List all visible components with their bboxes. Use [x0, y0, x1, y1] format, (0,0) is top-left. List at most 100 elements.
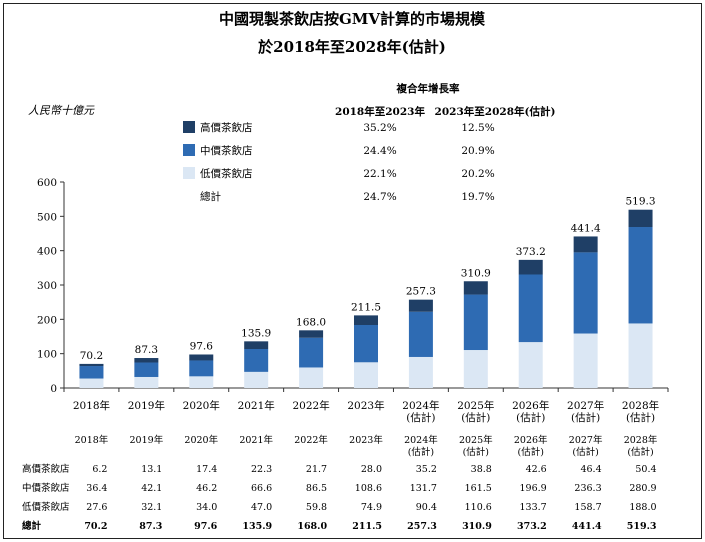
unit-label: 人民幣十億元 [28, 104, 95, 117]
table-header-cell: (估計) [408, 446, 434, 458]
bar-total-label: 70.2 [80, 350, 103, 362]
bar-segment-low [134, 376, 159, 388]
legend: 高價茶飲店 35.2% 12.5% 中價茶飲店 24.4% 20.9% 低價茶飲店 22.1%… [183, 121, 495, 203]
x-tick-label: 2027年 [567, 399, 604, 412]
table-cell: 59.8 [306, 502, 327, 513]
table-cell: 110.6 [465, 502, 492, 513]
bar-total-label: 168.0 [296, 316, 326, 328]
figure-border [3, 3, 702, 539]
table-cell: 236.3 [574, 483, 601, 494]
bar-total-label: 135.9 [241, 327, 271, 339]
table-cell: 133.7 [520, 502, 547, 513]
bar-segment-high [354, 315, 378, 325]
x-tick-label: 2023年 [347, 399, 384, 412]
bar-segment-mid [573, 252, 598, 334]
table-header-cell: 2019年 [130, 434, 164, 446]
table-cell: 28.0 [361, 464, 382, 475]
table-header-cell: 2024年 [404, 434, 438, 446]
table-header-cell: (估計) [627, 446, 653, 458]
legend-label: 總計 [200, 190, 221, 203]
bars: 70.2 87.3 97.6 135.9 168.0 211.5 257.3 310.9 373… [79, 196, 656, 388]
table-cell: 97.6 [194, 521, 218, 532]
table-cell: 280.9 [629, 483, 656, 494]
table-header-cell: 2018年 [75, 434, 109, 446]
table-header-cell: (估計) [572, 446, 598, 458]
x-tick-label: 2024年 [402, 399, 439, 412]
y-tick-label: 600 [37, 177, 57, 189]
table-cell: 161.5 [465, 483, 492, 494]
bar-segment-low [408, 356, 433, 388]
bar-segment-mid [79, 366, 104, 379]
cagr-value: 20.9% [461, 145, 494, 157]
table-header-cell: (估計) [463, 446, 489, 458]
table-cell: 158.7 [574, 502, 601, 513]
x-tick-label: 2021年 [238, 399, 275, 412]
x-tick-label: (估計) [626, 411, 655, 424]
table-cell: 196.9 [520, 483, 547, 494]
x-tick-label: 2025年 [457, 399, 494, 412]
cagr-value: 22.1% [363, 168, 396, 180]
table-cell: 168.0 [297, 521, 327, 532]
table-cell: 42.1 [141, 483, 162, 494]
x-tick-label: 2026年 [512, 399, 549, 412]
bar-segment-high [134, 358, 159, 363]
bar-segment-mid [408, 311, 433, 357]
table-header-cell: 2020年 [184, 434, 218, 446]
bar-segment-mid [628, 227, 653, 324]
x-tick-label: 2019年 [128, 399, 165, 412]
cagr-value: 24.4% [363, 145, 396, 157]
table-cell: 87.3 [139, 521, 162, 532]
bar-total-label: 87.3 [135, 344, 158, 356]
bar-segment-mid [299, 337, 324, 368]
table-cell: 108.6 [355, 483, 382, 494]
table-cell: 46.2 [196, 483, 217, 494]
x-tick-label: 2022年 [292, 399, 329, 412]
bar-segment-high [628, 209, 653, 228]
y-tick-label: 500 [37, 211, 57, 223]
bar-total-label: 310.9 [461, 267, 491, 279]
bar-segment-low [573, 333, 598, 388]
y-tick-label: 400 [37, 246, 57, 258]
table-header-cell: 2025年 [459, 434, 493, 446]
table-cell: 17.4 [196, 464, 217, 475]
table-cell: 74.9 [361, 502, 382, 513]
bar-segment-mid [189, 360, 214, 377]
legend-label: 高價茶飲店 [200, 121, 253, 134]
x-tick-label: 2020年 [183, 399, 220, 412]
cagr-value: 24.7% [363, 191, 396, 203]
legend-swatch-low [183, 167, 195, 179]
table-cell: 6.2 [92, 464, 107, 475]
legend-swatch-mid [183, 144, 195, 156]
table-cell: 86.5 [306, 483, 327, 494]
bar-segment-high [79, 363, 104, 367]
chart-title-line1: 中國現製茶飲店按GMV計算的市場規模 [219, 10, 486, 28]
bar-segment-mid [244, 348, 269, 372]
table-row-label: 中價茶飲店 [22, 482, 70, 494]
bar-segment-high [408, 299, 433, 312]
bar-segment-high [299, 330, 324, 338]
table-cell: 34.0 [196, 502, 217, 513]
y-tick-label: 100 [37, 349, 57, 361]
bar-total-label: 211.5 [351, 301, 381, 313]
data-table: 2018年 2019年 2020年 2021年 2022年 2023年 2024年(估計)2… [22, 434, 658, 532]
chart-title-line2: 於2018年至2028年(估計) [258, 38, 446, 56]
bar-segment-high [189, 354, 214, 361]
table-header-cell: 2023年 [349, 434, 383, 446]
x-tick-label: (估計) [516, 411, 545, 424]
table-cell: 66.6 [251, 483, 272, 494]
bar-segment-high [518, 259, 543, 275]
y-tick-label: 0 [50, 383, 57, 395]
table-cell: 42.6 [526, 464, 547, 475]
table-cell: 310.9 [462, 521, 492, 532]
table-cell: 21.7 [306, 464, 327, 475]
table-row-label: 高價茶飲店 [22, 463, 70, 475]
table-cell: 211.5 [352, 521, 382, 532]
y-tick-label: 200 [37, 314, 57, 326]
bar-total-label: 519.3 [626, 196, 656, 208]
table-header-cell: (估計) [518, 446, 544, 458]
cagr-period-2: 2023年至2028年(估計) [435, 105, 556, 118]
bar-segment-low [518, 342, 543, 388]
table-header-cell: 2021年 [239, 434, 273, 446]
